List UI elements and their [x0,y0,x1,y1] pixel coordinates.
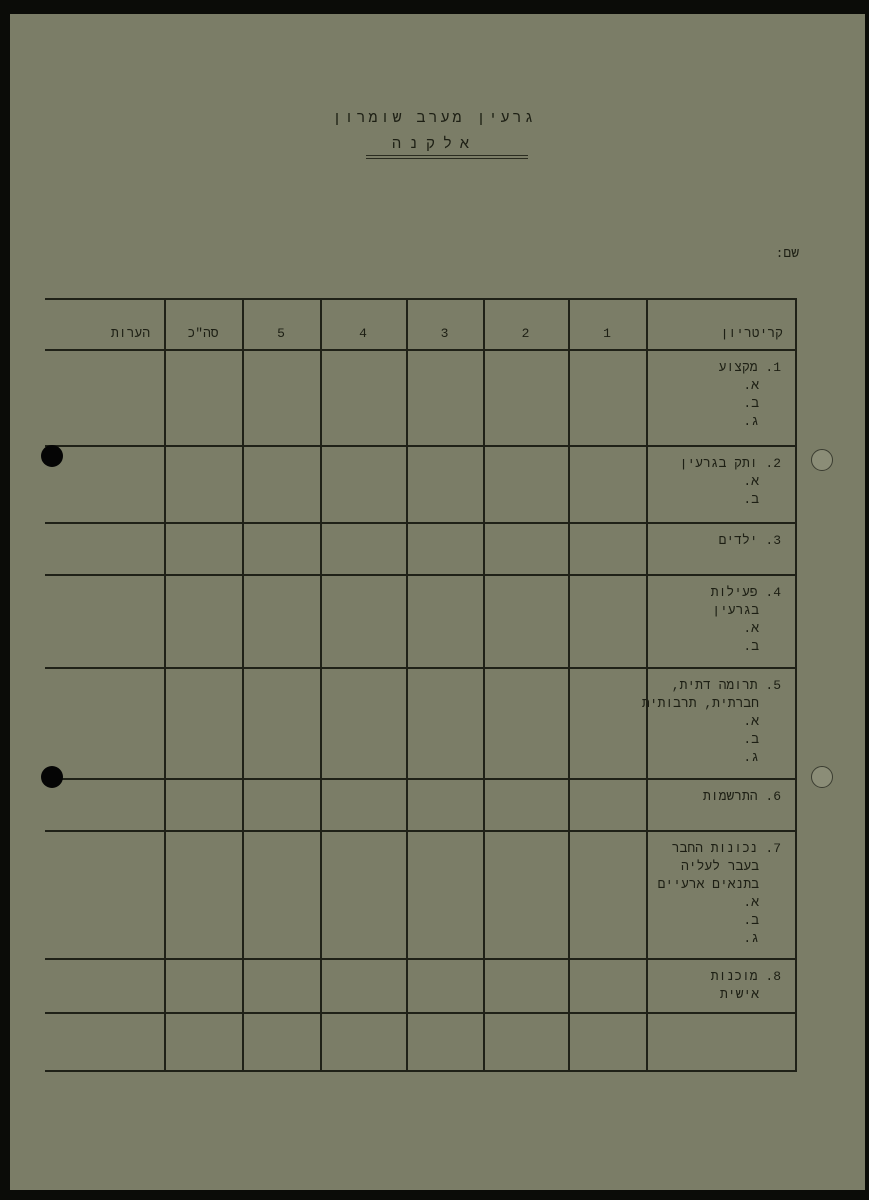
punch-hole [811,766,833,788]
column-header: 4 [359,326,367,341]
table-rule [45,1070,797,1072]
table-column-rule [406,298,408,1070]
criterion-subitem: ג. [743,750,759,765]
table-column-rule [568,298,570,1070]
criterion-cell: 6. התרשמות [703,788,781,806]
title-underline [366,155,528,156]
table-column-rule [242,298,244,1070]
table-rule [45,349,797,351]
table-rule [45,1012,797,1014]
criterion-subitem: ב. [743,913,759,928]
column-header: 1 [603,326,611,341]
name-label: שם: [775,246,799,261]
column-header: 2 [521,326,530,341]
criterion-label: 7. נכונות החבר [671,841,781,856]
criterion-cell: 5. תרומה דתית, חברתית, תרבותית א. ב. ג. [642,677,781,767]
criterion-cell: 8. מוכנות אישית [711,968,781,1004]
document-title: גרעין מערב שומרון [332,110,537,127]
criterion-label: 2. ותק בגרעין [679,456,781,471]
criterion-subitem: ב. [743,639,759,654]
criterion-subitem: ב. [743,492,759,507]
table-column-rule [646,298,648,1070]
table-column-rule [795,298,797,1070]
criterion-label: 1. מקצוע [718,360,781,375]
punch-hole [41,766,63,788]
column-header: 5 [277,326,285,341]
criterion-label: בתנאים ארעיים [657,877,759,892]
table-rule [45,574,797,576]
criterion-label: 8. מוכנות [710,969,781,984]
column-header: סה"כ [187,326,219,341]
criterion-cell: 3. ילדים [719,532,781,550]
table-column-rule [164,298,166,1070]
table-rule [45,778,797,780]
criterion-subitem: ב. [743,732,759,747]
criterion-label: חברתית, תרבותית [641,696,759,711]
table-rule [45,958,797,960]
criterion-label: 3. ילדים [718,533,781,548]
punch-hole [41,445,63,467]
table-rule [45,830,797,832]
document-subtitle: אלקנה [391,136,477,153]
criterion-subitem: א. [743,621,759,636]
column-header: הערות [110,326,150,341]
criterion-cell: 4. פעילות בגרעין א. ב. [711,584,781,656]
criterion-cell: 2. ותק בגרעין א. ב. [680,455,781,509]
column-header: קריטריון [720,326,783,341]
table-column-rule [320,298,322,1070]
criterion-subitem: א. [743,895,759,910]
criterion-label: 4. פעילות [710,585,781,600]
criterion-subitem: א. [743,378,759,393]
criterion-subitem: ב. [743,396,759,411]
criterion-cell: 7. נכונות החבר בעבר לעליה בתנאים ארעיים א. ב… [658,840,781,948]
table-rule [45,522,797,524]
criterion-label: בגרעין [712,603,759,618]
punch-hole [811,449,833,471]
table-rule [45,667,797,669]
criterion-label: 6. התרשמות [702,789,781,804]
paper-sheet [10,14,865,1190]
table-rule [45,298,797,300]
criterion-label: אישית [719,987,759,1002]
criterion-subitem: א. [743,714,759,729]
column-header: 3 [440,326,449,341]
title-underline [366,158,528,159]
table-rule [45,445,797,447]
criterion-subitem: ג. [743,931,759,946]
criterion-subitem: ג. [743,414,759,429]
criterion-label: 5. תרומה דתית, [671,678,781,693]
criterion-label: בעבר לעליה [680,859,759,874]
criterion-subitem: א. [743,474,759,489]
table-column-rule [483,298,485,1070]
criterion-cell: 1. מקצוע א. ב. ג. [719,359,781,431]
